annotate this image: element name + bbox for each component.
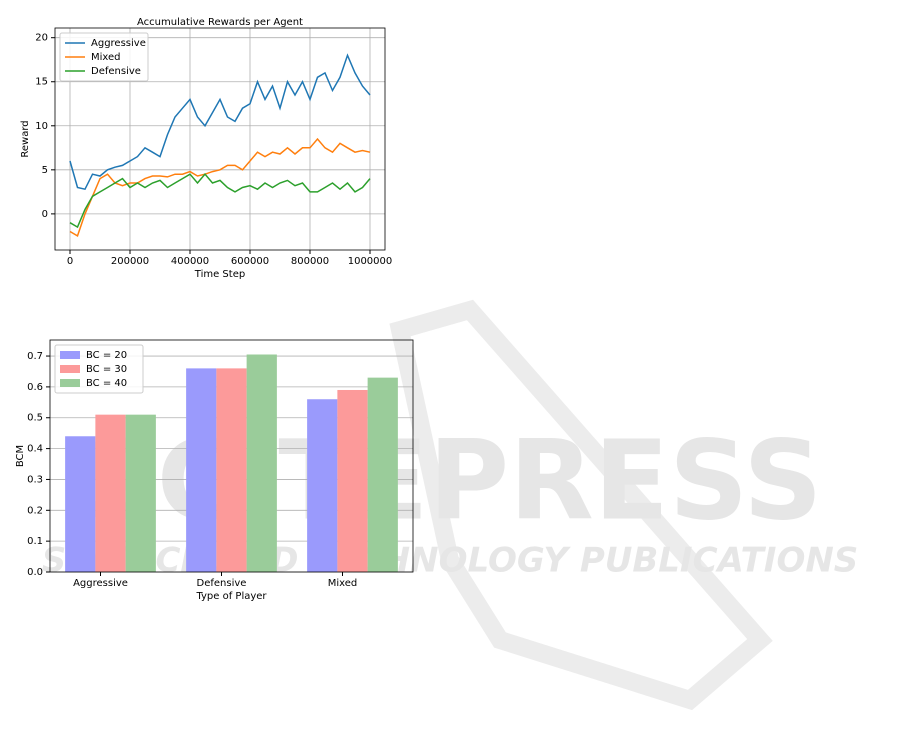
x-tick-label: Mixed [328,578,358,589]
bar [367,377,398,572]
y-axis-label: Reward [20,120,31,157]
bar [125,414,156,572]
y-tick-label: 0.0 [27,567,43,578]
legend-swatch [60,379,80,387]
legend-swatch [60,351,80,359]
y-tick-label: 20 [35,33,48,44]
bar [186,368,217,572]
y-tick-label: 0 [42,209,48,220]
line-series [69,53,371,191]
x-tick-label: Aggressive [73,578,128,589]
legend-label: BC = 20 [86,350,127,361]
legend-label: BC = 40 [86,378,127,389]
x-tick-label: 400000 [171,256,209,267]
x-tick-label: 800000 [291,256,329,267]
x-axis-label: Type of Player [195,591,267,602]
y-tick-label: 0.3 [27,474,43,485]
y-tick-label: 15 [35,77,48,88]
bar [65,436,96,572]
y-tick-label: 0.1 [27,536,43,547]
bar [246,354,277,572]
bar [337,389,368,572]
bar [95,414,126,572]
y-tick-label: 0.5 [27,413,43,424]
legend-label: Defensive [91,66,141,77]
chart-title: Accumulative Rewards per Agent [137,17,303,28]
line-series [69,173,371,229]
watermark: SCITEPRESS SCIENCE AND TECHNOLOGY PUBLIC… [42,299,859,711]
bar [307,399,338,572]
legend-label: BC = 30 [86,364,127,375]
y-tick-label: 0.6 [27,382,43,393]
y-tick-label: 5 [42,165,48,176]
y-tick-label: 0.4 [27,444,43,455]
x-axis-label: Time Step [194,269,245,280]
legend-swatch [60,365,80,373]
plot-frame [54,27,386,251]
x-tick-label: 200000 [111,256,149,267]
x-tick-label: 600000 [231,256,269,267]
y-tick-label: 0.2 [27,505,43,516]
legend-box [59,32,149,82]
line-series [69,137,371,238]
plot-frame [49,339,414,573]
watermark-shape [389,299,773,711]
legend-label: Aggressive [91,38,146,49]
watermark-tagline: SCIENCE AND TECHNOLOGY PUBLICATIONS [42,541,859,581]
bar [216,368,247,572]
y-axis-label: BCM [15,445,26,467]
x-tick-label: 0 [67,256,73,267]
legend-label: Mixed [91,52,121,63]
y-tick-label: 0.7 [27,351,43,362]
y-tick-label: 10 [35,121,48,132]
x-tick-label: Defensive [197,578,247,589]
x-tick-label: 1000000 [348,256,393,267]
